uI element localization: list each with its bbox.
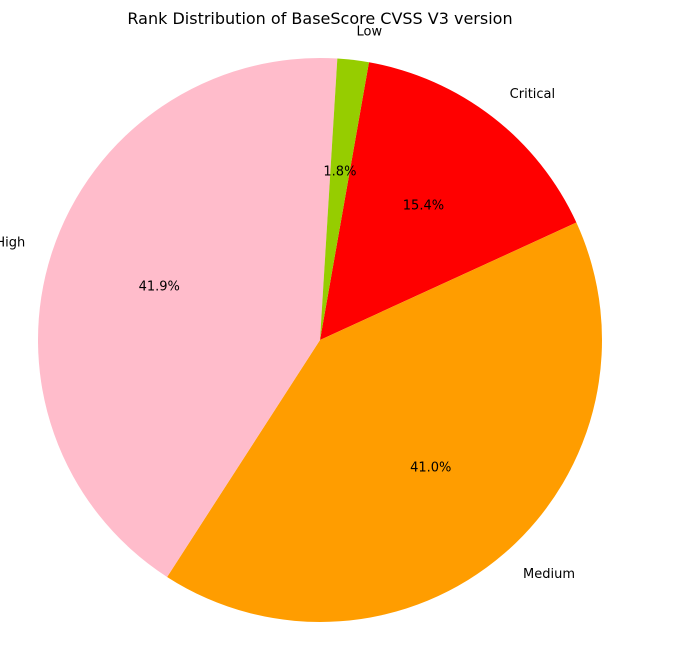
slice-label-critical: Critical <box>510 87 555 102</box>
pct-label-low: 1.8% <box>323 164 356 179</box>
slice-critical <box>320 62 577 341</box>
pct-label-high: 41.9% <box>139 280 180 295</box>
pct-label-critical: 15.4% <box>403 199 444 214</box>
slice-label-low: Low <box>357 24 383 39</box>
pie-labels: Critical 15.4% Medium 41.0% High 41.9% Low 1.8% <box>0 24 575 582</box>
slice-high <box>37 57 338 577</box>
pie-slices <box>37 57 602 622</box>
slice-medium <box>167 222 602 622</box>
slice-label-high: High <box>0 236 25 251</box>
slice-label-medium: Medium <box>523 567 575 582</box>
chart-title: Rank Distribution of BaseScore CVSS V3 v… <box>127 9 512 28</box>
pct-label-medium: 41.0% <box>410 460 451 475</box>
slice-low <box>320 58 369 341</box>
